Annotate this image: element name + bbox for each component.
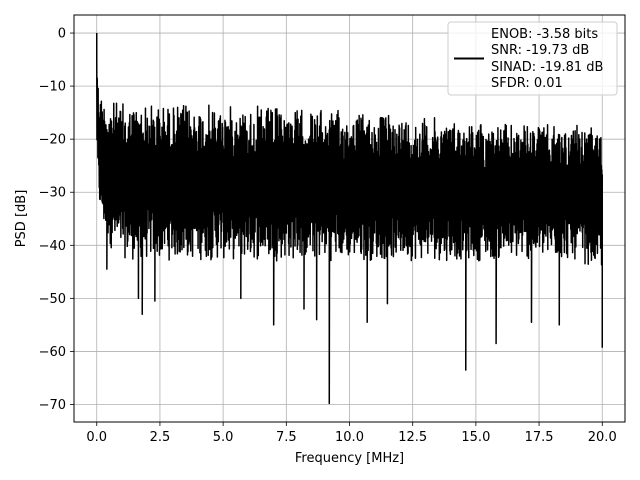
x-tick-label: 20.0 xyxy=(588,430,617,445)
x-tick-label: 10.0 xyxy=(335,430,364,445)
axis-ticks: 0.0 2.5 5.0 7.5 10.0 12.5 15.0 17.5 20.0 0 −10 −20 −… xyxy=(39,27,617,445)
x-tick-label: 0.0 xyxy=(86,430,107,445)
x-tick-label: 17.5 xyxy=(525,430,554,445)
x-tick-label: 2.5 xyxy=(150,430,171,445)
y-tick-label: −30 xyxy=(39,186,66,201)
y-tick-label: −70 xyxy=(39,398,66,413)
y-tick-label: −60 xyxy=(39,345,66,360)
legend-entry-line-2: SNR: -19.73 dB xyxy=(491,43,589,58)
y-tick-label: −10 xyxy=(39,80,66,95)
x-tick-label: 5.0 xyxy=(213,430,234,445)
y-tick-label: −40 xyxy=(39,239,66,254)
legend-entry-line-3: SINAD: -19.81 dB xyxy=(491,60,603,75)
y-axis-label: PSD [dB] xyxy=(14,190,29,248)
legend: ENOB: -3.58 bits SNR: -19.73 dB SINAD: -… xyxy=(447,21,618,96)
y-tick-label: −50 xyxy=(39,292,66,307)
legend-entry-line-1: ENOB: -3.58 bits xyxy=(491,27,598,42)
legend-box xyxy=(447,21,618,96)
x-tick-label: 7.5 xyxy=(276,430,297,445)
legend-entry-line-4: SFDR: 0.01 xyxy=(491,76,563,91)
y-tick-label: −20 xyxy=(39,133,66,148)
x-axis-label: Frequency [MHz] xyxy=(295,451,404,466)
psd-series-line xyxy=(96,33,603,405)
x-tick-label: 15.0 xyxy=(461,430,490,445)
y-tick-label: 0 xyxy=(58,27,66,42)
x-tick-label: 12.5 xyxy=(398,430,427,445)
